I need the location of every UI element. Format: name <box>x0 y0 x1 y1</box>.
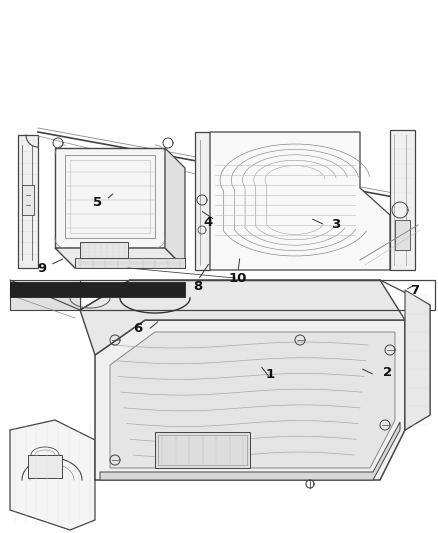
Polygon shape <box>18 135 38 268</box>
Text: 4: 4 <box>203 215 212 229</box>
Polygon shape <box>75 258 185 268</box>
Polygon shape <box>100 422 400 480</box>
Polygon shape <box>165 148 185 268</box>
Text: 3: 3 <box>332 217 341 230</box>
Text: 5: 5 <box>93 196 102 208</box>
Polygon shape <box>155 432 250 468</box>
Polygon shape <box>55 248 185 268</box>
Polygon shape <box>110 332 395 468</box>
Polygon shape <box>55 148 165 248</box>
Polygon shape <box>80 242 128 258</box>
Polygon shape <box>405 290 430 430</box>
Text: 2: 2 <box>383 366 392 378</box>
Text: 7: 7 <box>410 284 420 296</box>
Polygon shape <box>405 305 430 430</box>
Polygon shape <box>95 320 405 480</box>
Polygon shape <box>210 132 390 270</box>
Text: 8: 8 <box>193 279 203 293</box>
Text: 1: 1 <box>265 367 275 381</box>
Text: 6: 6 <box>134 321 143 335</box>
Polygon shape <box>10 420 95 530</box>
Polygon shape <box>22 185 34 215</box>
Polygon shape <box>390 130 415 270</box>
Polygon shape <box>10 280 80 310</box>
Polygon shape <box>28 455 62 478</box>
Text: 10: 10 <box>229 271 247 285</box>
Text: 9: 9 <box>37 262 46 274</box>
Polygon shape <box>195 132 210 270</box>
Polygon shape <box>10 282 185 297</box>
Polygon shape <box>80 280 405 355</box>
Polygon shape <box>395 220 410 250</box>
